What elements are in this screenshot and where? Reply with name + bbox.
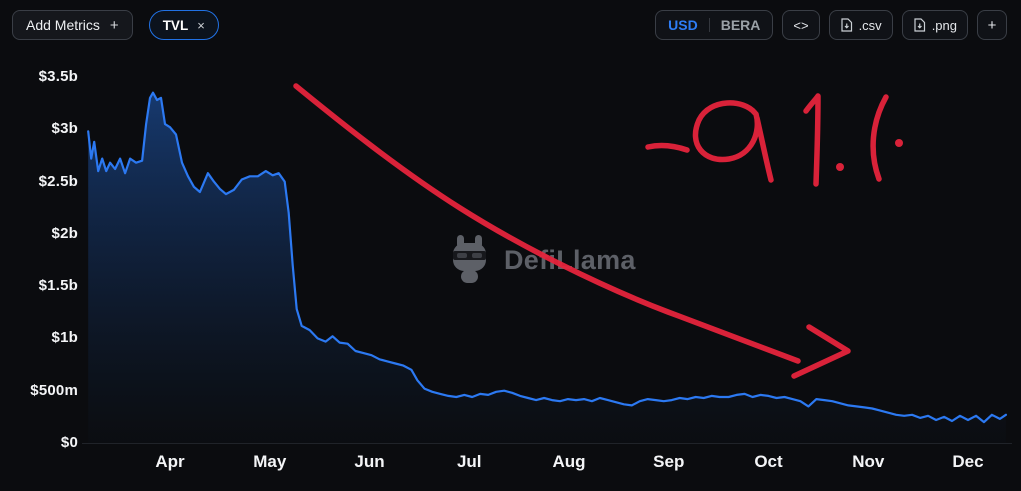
chart-actions-toolbar: USD BERA <> .csv .png + (655, 10, 1007, 40)
y-axis-label: $0 (60, 434, 78, 451)
x-axis-label: Apr (155, 452, 185, 471)
download-file-icon (840, 18, 852, 32)
add-metrics-label: Add Metrics (26, 17, 100, 33)
defillama-llama-icon (453, 235, 486, 283)
x-axis-label: Jul (456, 452, 482, 471)
embed-code-button[interactable]: <> (782, 10, 820, 40)
x-axis-line (82, 443, 1012, 444)
defillama-watermark: DefiLlama (448, 234, 636, 286)
x-axis-label: May (253, 452, 287, 471)
plus-icon: + (987, 16, 997, 34)
download-csv-button[interactable]: .csv (828, 10, 893, 40)
currency-option-bera[interactable]: BERA (720, 17, 761, 33)
x-axis-label: Sep (653, 452, 685, 471)
csv-label: .csv (858, 17, 882, 33)
close-icon[interactable]: × (197, 17, 205, 33)
add-metrics-button[interactable]: Add Metrics + (12, 10, 133, 40)
x-axis-label: Nov (852, 452, 885, 471)
y-axis-label: $1b (51, 329, 78, 347)
y-axis-label: $1.5b (38, 277, 78, 295)
currency-option-usd[interactable]: USD (668, 17, 698, 33)
download-file-icon (914, 18, 925, 32)
metric-chip-tvl[interactable]: TVL × (148, 10, 219, 40)
x-axis-label: Jun (354, 452, 385, 471)
png-label: .png (931, 17, 957, 33)
y-axis: $3.5b $3b $2.5b $2b $1.5b $1b $500m $0 (0, 0, 80, 491)
code-brackets-icon: <> (793, 17, 809, 33)
currency-toggle: USD BERA (655, 10, 774, 40)
metric-chip-label: TVL (162, 17, 189, 33)
download-png-button[interactable]: .png (901, 10, 968, 40)
x-axis: Apr May Jun Jul Aug Sep Oct Nov Dec (0, 452, 1021, 482)
x-axis-label: Dec (952, 452, 984, 471)
toggle-divider (708, 18, 710, 32)
metrics-toolbar: Add Metrics + TVL × (12, 10, 219, 40)
add-chart-button[interactable]: + (977, 10, 1007, 40)
y-axis-label: $2.5b (38, 172, 78, 190)
plus-icon: + (109, 16, 119, 34)
y-axis-label: $3b (51, 120, 78, 138)
y-axis-label: $500m (30, 381, 78, 399)
y-axis-label: $3.5b (38, 68, 78, 85)
y-axis-label: $2b (51, 224, 78, 242)
x-axis-label: Oct (754, 452, 783, 471)
x-axis-label: Aug (552, 452, 586, 471)
chart-line (87, 91, 1008, 424)
watermark-label: DefiLlama (504, 244, 636, 275)
